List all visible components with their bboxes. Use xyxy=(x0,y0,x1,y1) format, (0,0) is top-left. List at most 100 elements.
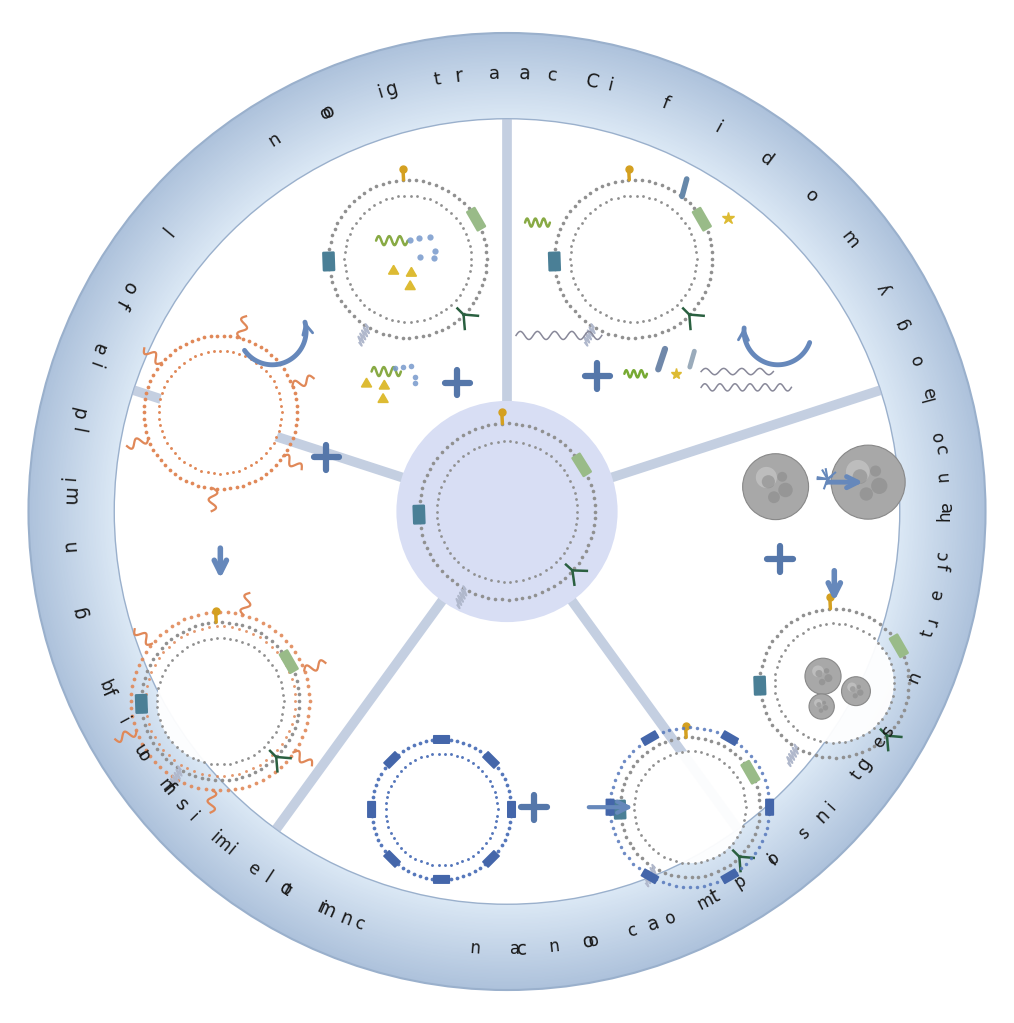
Text: a: a xyxy=(90,339,112,356)
Circle shape xyxy=(824,674,832,682)
Text: a: a xyxy=(519,64,531,84)
Text: t: t xyxy=(918,628,937,639)
FancyBboxPatch shape xyxy=(548,252,561,271)
Circle shape xyxy=(857,684,861,690)
Circle shape xyxy=(857,690,864,696)
Circle shape xyxy=(819,679,825,685)
Text: o: o xyxy=(276,878,295,900)
Text: r: r xyxy=(453,66,463,86)
Circle shape xyxy=(157,638,284,764)
Text: i: i xyxy=(316,899,328,918)
Circle shape xyxy=(29,35,985,988)
Circle shape xyxy=(768,491,780,503)
FancyBboxPatch shape xyxy=(740,760,760,785)
Circle shape xyxy=(64,69,950,954)
Circle shape xyxy=(101,106,913,917)
Text: i: i xyxy=(605,77,614,95)
Text: f: f xyxy=(659,94,671,113)
Circle shape xyxy=(49,53,965,970)
Text: g: g xyxy=(892,315,913,332)
Text: f: f xyxy=(932,563,951,571)
Circle shape xyxy=(28,33,986,990)
Circle shape xyxy=(70,75,944,948)
Text: n: n xyxy=(469,939,481,958)
Circle shape xyxy=(56,60,958,963)
Text: g: g xyxy=(70,604,91,620)
Text: e: e xyxy=(244,858,263,879)
Text: d: d xyxy=(756,148,777,170)
Polygon shape xyxy=(388,265,399,274)
Text: g: g xyxy=(384,78,401,99)
Text: u: u xyxy=(901,670,923,687)
Circle shape xyxy=(396,401,618,622)
Circle shape xyxy=(775,623,894,743)
Circle shape xyxy=(824,668,829,673)
Text: i: i xyxy=(823,798,840,813)
Circle shape xyxy=(53,57,961,966)
Text: o: o xyxy=(133,746,153,764)
FancyBboxPatch shape xyxy=(413,504,426,525)
Text: l: l xyxy=(921,394,939,403)
Text: c: c xyxy=(351,914,366,934)
Text: n: n xyxy=(811,805,832,827)
Circle shape xyxy=(98,103,916,920)
Circle shape xyxy=(570,195,697,322)
Circle shape xyxy=(28,33,986,990)
Text: i: i xyxy=(375,83,385,101)
Text: i: i xyxy=(61,475,80,481)
Circle shape xyxy=(871,478,887,494)
Text: b: b xyxy=(94,677,116,694)
Text: f: f xyxy=(112,296,132,311)
Text: t: t xyxy=(708,887,723,906)
Circle shape xyxy=(159,351,282,474)
Text: s: s xyxy=(171,795,192,814)
Circle shape xyxy=(104,108,910,915)
Circle shape xyxy=(59,63,955,960)
Circle shape xyxy=(115,119,899,904)
FancyBboxPatch shape xyxy=(605,799,614,815)
Text: o: o xyxy=(908,353,928,368)
Circle shape xyxy=(755,466,777,488)
Circle shape xyxy=(91,96,923,927)
Text: c: c xyxy=(933,550,952,562)
FancyBboxPatch shape xyxy=(720,730,739,746)
Text: c: c xyxy=(517,939,527,959)
Circle shape xyxy=(35,40,979,983)
Circle shape xyxy=(634,751,746,863)
FancyBboxPatch shape xyxy=(135,694,148,714)
Circle shape xyxy=(50,54,964,969)
Text: o: o xyxy=(582,931,596,952)
Text: i: i xyxy=(764,851,780,870)
Text: n: n xyxy=(549,937,561,957)
Text: s: s xyxy=(794,825,812,843)
Circle shape xyxy=(40,44,974,979)
Text: m: m xyxy=(210,832,234,856)
Circle shape xyxy=(102,107,912,916)
Text: h: h xyxy=(936,510,954,522)
Circle shape xyxy=(66,71,948,952)
Circle shape xyxy=(814,699,822,707)
Text: n: n xyxy=(266,130,285,150)
Text: o: o xyxy=(764,849,783,870)
Text: m: m xyxy=(838,227,863,252)
Text: a: a xyxy=(936,503,954,515)
Circle shape xyxy=(45,49,969,974)
FancyBboxPatch shape xyxy=(322,252,336,271)
Circle shape xyxy=(81,86,933,937)
Text: t: t xyxy=(848,767,866,783)
FancyBboxPatch shape xyxy=(692,207,712,231)
Circle shape xyxy=(846,460,870,484)
Circle shape xyxy=(815,670,822,677)
Text: m: m xyxy=(313,898,339,923)
Circle shape xyxy=(76,80,938,943)
Text: e: e xyxy=(919,386,939,401)
Circle shape xyxy=(71,76,943,947)
FancyBboxPatch shape xyxy=(641,730,659,746)
Circle shape xyxy=(52,56,962,967)
Text: t: t xyxy=(432,70,442,89)
Circle shape xyxy=(853,470,867,484)
Circle shape xyxy=(84,89,930,934)
Text: n: n xyxy=(337,907,355,930)
Text: c: c xyxy=(626,922,639,941)
Text: u: u xyxy=(130,741,152,761)
